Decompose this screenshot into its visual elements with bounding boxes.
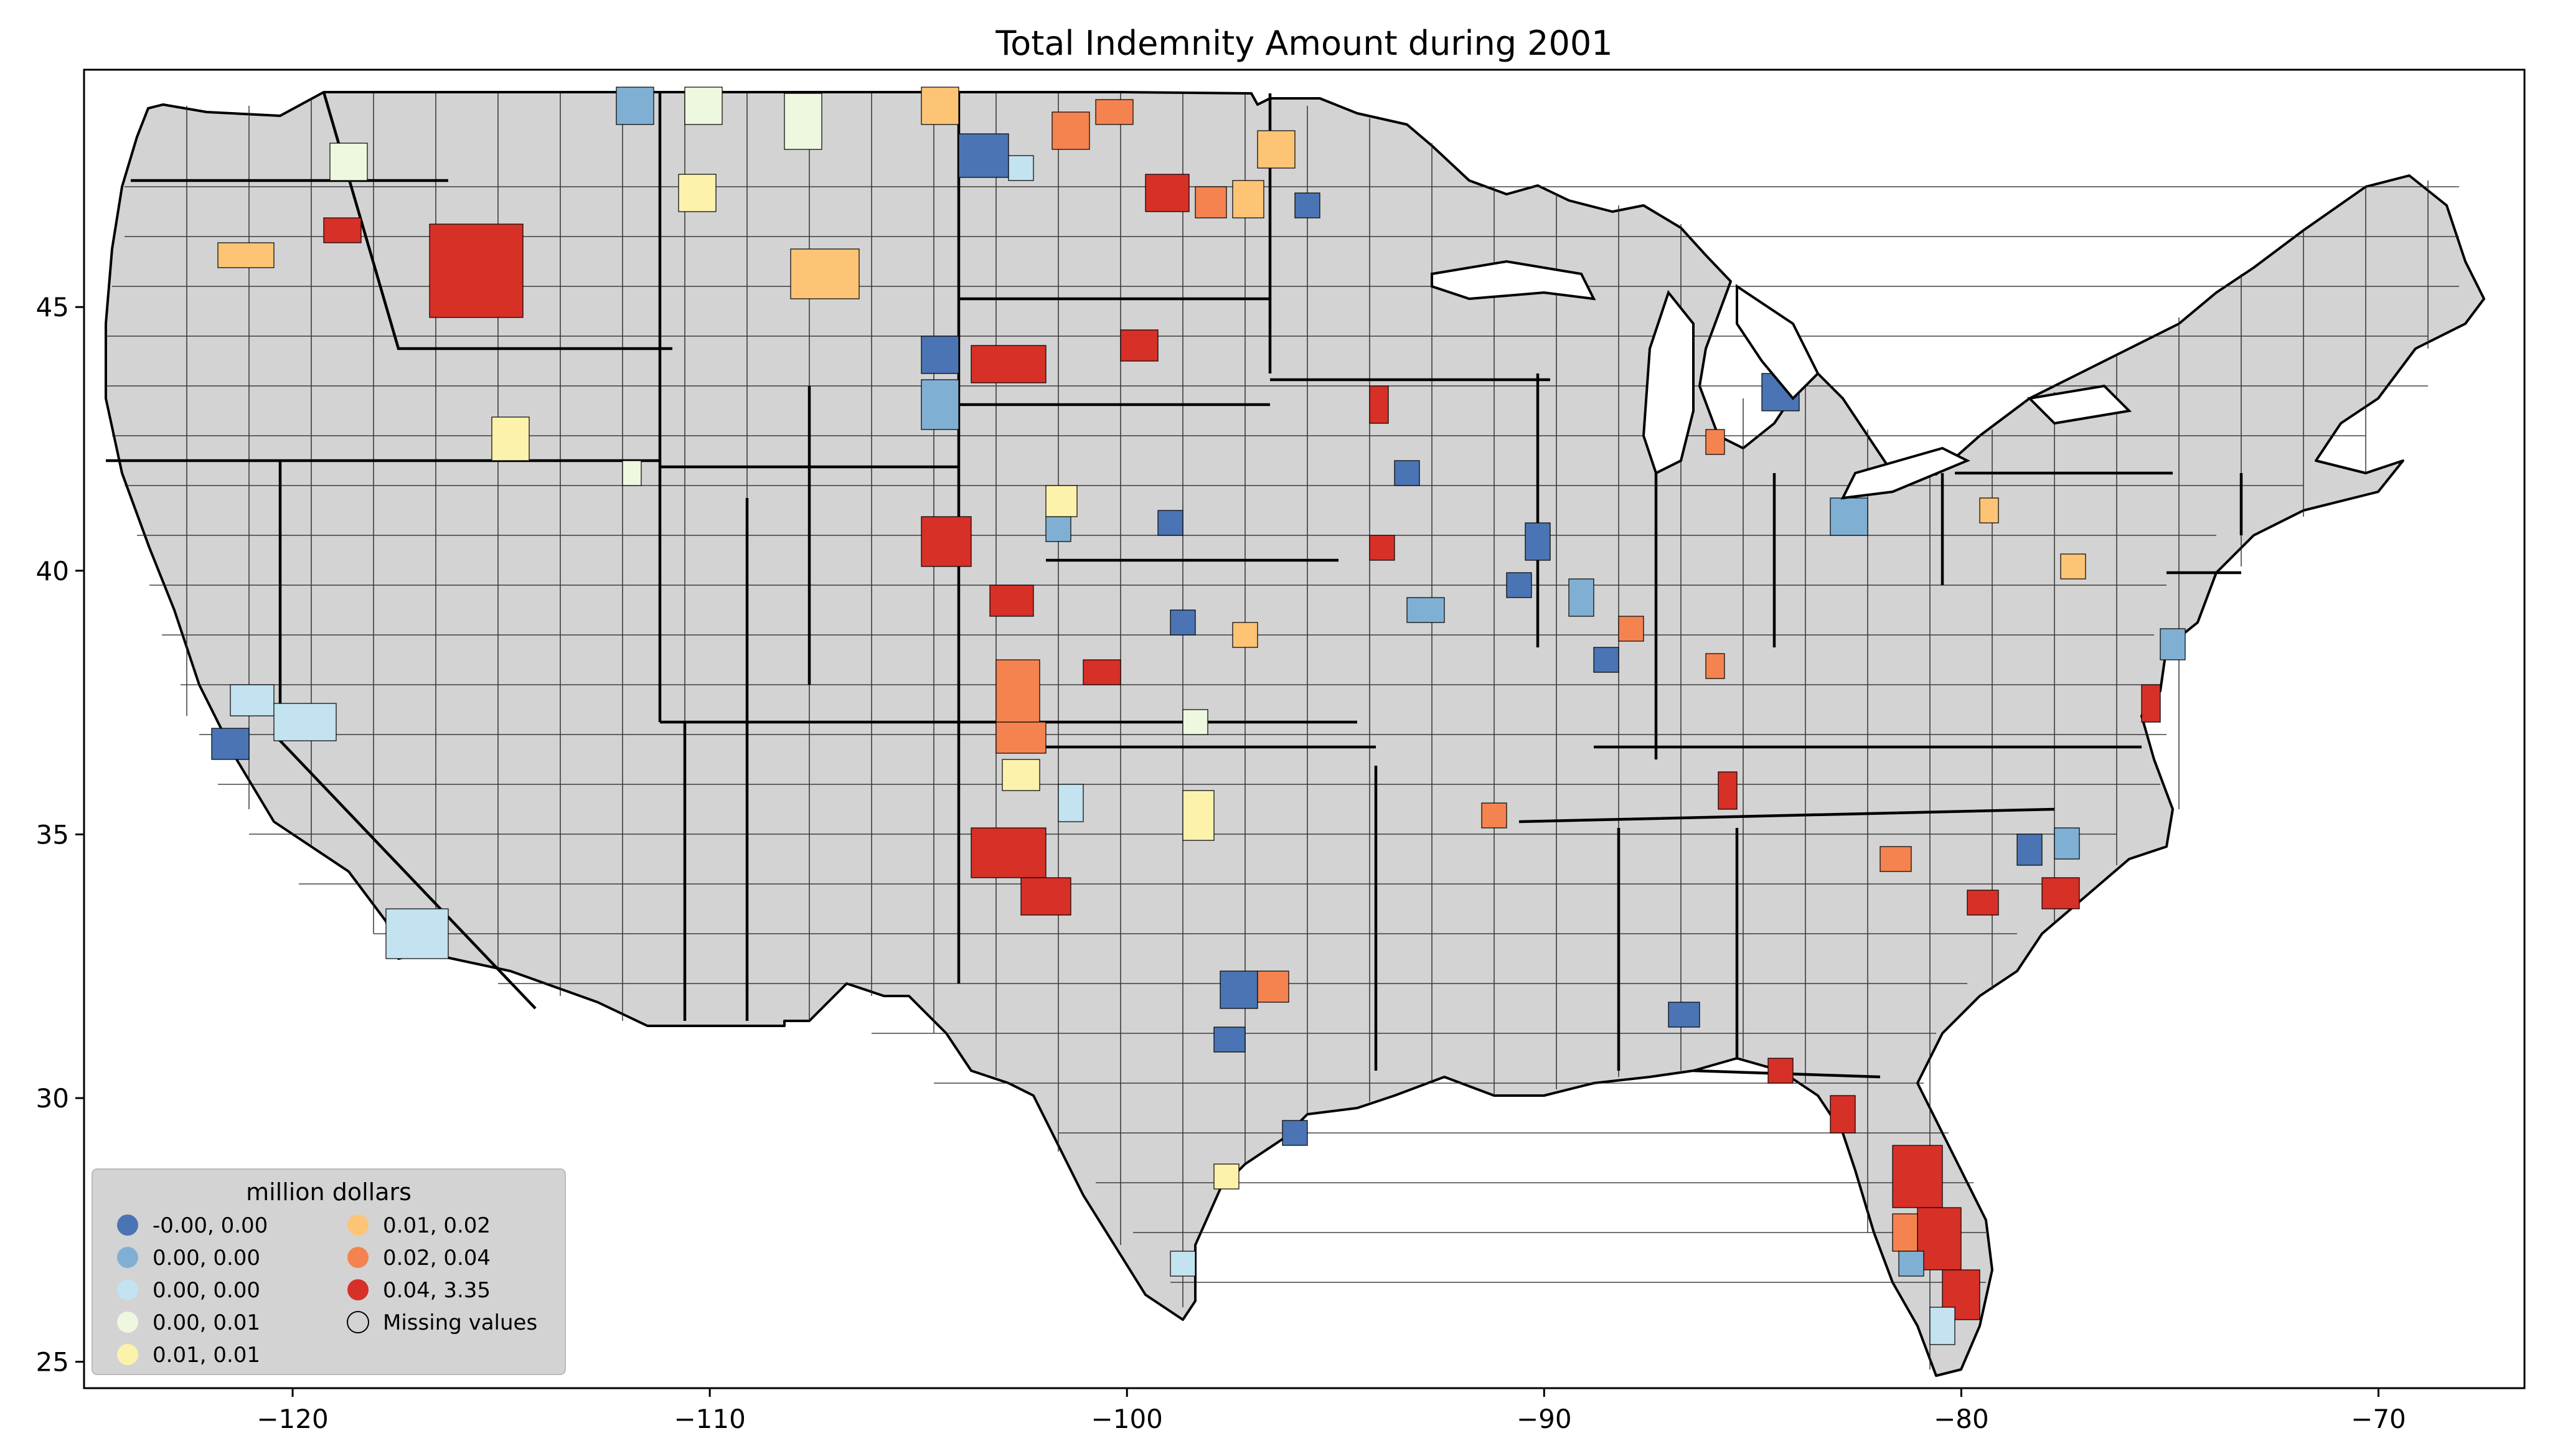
- x-tick-label: −120: [256, 1404, 328, 1434]
- legend-label: -0.00, 0.00: [153, 1213, 268, 1238]
- legend-swatch: [347, 1279, 369, 1300]
- legend-label: 0.01, 0.02: [383, 1213, 491, 1238]
- legend-box: [92, 1168, 566, 1375]
- x-tick-label: −90: [1517, 1404, 1572, 1434]
- legend-label: 0.00, 0.00: [153, 1246, 260, 1270]
- legend: million dollars -0.00, 0.00 0.00, 0.00 0.0…: [92, 1168, 566, 1375]
- legend-swatch: [347, 1311, 369, 1333]
- legend-label: 0.01, 0.01: [153, 1343, 260, 1368]
- map-area: [105, 87, 2485, 1377]
- legend-swatch: [347, 1247, 369, 1268]
- legend-swatch: [117, 1279, 138, 1300]
- great-lakes: [1431, 260, 2132, 500]
- x-tick-label: −100: [1091, 1404, 1163, 1434]
- x-tick-label: −70: [2351, 1404, 2406, 1434]
- axis-ticks: −120 −110 −100 −90 −80 −70 25 30 35 40 45: [36, 292, 2406, 1434]
- colored-counties: [211, 87, 2186, 1345]
- y-tick-label: 35: [36, 819, 69, 850]
- y-tick-label: 25: [36, 1347, 69, 1378]
- chart-title: Total Indemnity Amount during 2001: [995, 24, 1612, 63]
- legend-label: 0.02, 0.04: [383, 1246, 491, 1270]
- legend-swatch: [347, 1214, 369, 1236]
- legend-label: 0.00, 0.00: [153, 1278, 260, 1303]
- x-tick-label: −110: [674, 1404, 745, 1434]
- x-tick-label: −80: [1934, 1404, 1989, 1434]
- y-tick-label: 45: [36, 292, 69, 322]
- y-tick-label: 30: [36, 1083, 69, 1114]
- legend-label: Missing values: [383, 1310, 537, 1335]
- axes-frame: [83, 68, 2526, 1389]
- legend-entries: -0.00, 0.00 0.00, 0.00 0.00, 0.00 0.00, 0.0…: [117, 1213, 537, 1368]
- legend-swatch: [117, 1344, 138, 1365]
- legend-swatch: [117, 1312, 138, 1333]
- legend-swatch: [117, 1247, 138, 1268]
- us-landmass: [105, 91, 2485, 1377]
- legend-label: 0.00, 0.01: [153, 1310, 260, 1335]
- legend-label: 0.04, 3.35: [383, 1278, 491, 1303]
- legend-title: million dollars: [246, 1178, 412, 1206]
- y-tick-label: 40: [36, 556, 69, 586]
- legend-swatch: [117, 1214, 138, 1236]
